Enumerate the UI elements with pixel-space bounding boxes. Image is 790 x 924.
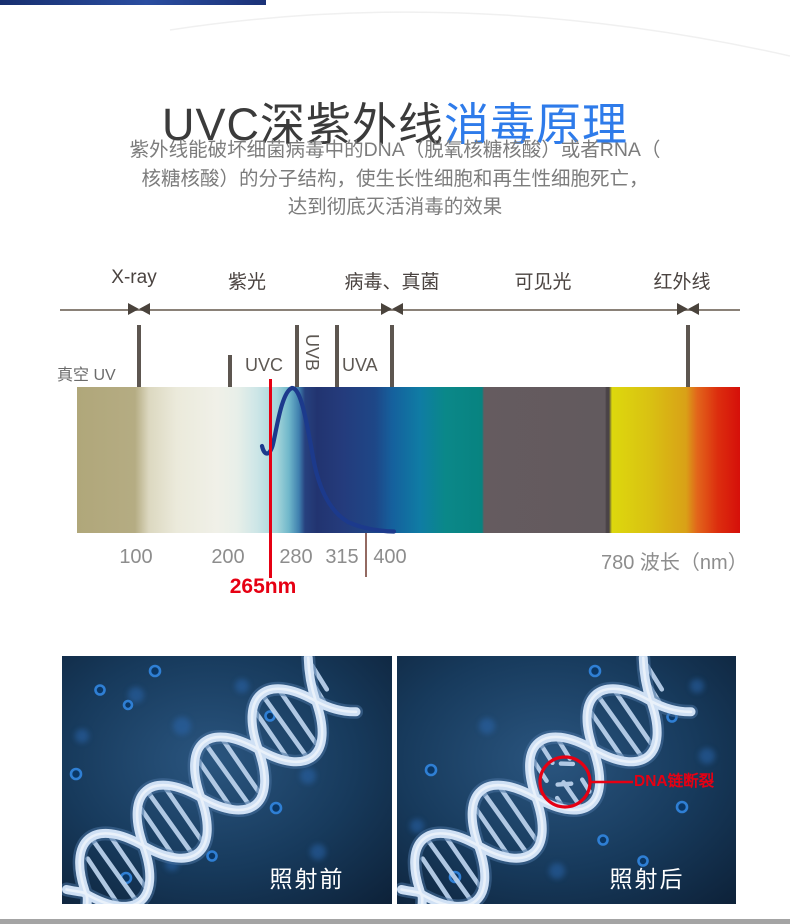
dna-break-label: DNA链断裂 — [634, 773, 715, 790]
panel-background — [62, 656, 392, 904]
wavelength-label-200: 200 — [211, 546, 245, 568]
range-arrow-marker-icon — [381, 303, 403, 316]
wavelength-label-315: 315 — [325, 546, 359, 568]
panel-background — [397, 656, 736, 904]
region-label-uv: 紫光 — [227, 272, 267, 293]
vacuum-uv-label: 真空 UV — [57, 367, 116, 384]
faint-arc-decoration — [169, 11, 790, 57]
intro-line: 核糖核酸）的分子结构，使生长性细胞和再生性细胞死亡， — [141, 167, 649, 190]
wavelength-label-400: 400 — [373, 546, 407, 568]
uva-label: UVA — [342, 355, 378, 375]
peak-wavelength-label: 265nm — [229, 575, 297, 598]
page-title-dark: UVC深紫外线 — [161, 99, 444, 151]
spectrum-band — [77, 387, 740, 533]
dna-helix-illustration — [62, 656, 392, 904]
page-title-accent: 消毒原理 — [444, 99, 629, 151]
intro-line: 紫外线能破坏细菌病毒中的DNA（脱氧核糖核酸）或者RNA（ — [129, 139, 661, 161]
intro-line: 达到彻底灭活消毒的效果 — [287, 196, 503, 218]
uvb-label: UVB — [302, 334, 322, 372]
region-label-infrared: 红外线 — [653, 272, 711, 293]
before-image-panel: 照射前 — [62, 656, 392, 904]
wavelength-label-780-nm: 780 波长（nm） — [601, 552, 748, 574]
irradiation-before-label: 照射前 — [269, 866, 345, 892]
scale-separator — [365, 533, 367, 577]
dna-helix-illustration — [397, 656, 736, 904]
region-label-xray: X-ray — [111, 267, 157, 288]
page-title: UVC深紫外线消毒原理 — [0, 88, 790, 153]
irradiation-after-label: 照射后 — [609, 866, 685, 892]
bottom-divider-bar — [0, 919, 790, 924]
range-arrow-marker-icon — [677, 303, 699, 316]
uvc-peak-line — [269, 379, 272, 578]
after-image-panel: 照射后 DNA链断裂 — [397, 656, 736, 904]
top-accent-bar — [0, 0, 266, 5]
wavelength-label-280: 280 — [279, 546, 313, 568]
wavelength-label-100: 100 — [119, 546, 153, 568]
intro-text: 紫外线能破坏细菌病毒中的DNA（脱氧核糖核酸）或者RNA（ 核糖核酸）的分子结构… — [85, 136, 705, 222]
range-arrow-marker-icon — [128, 303, 150, 316]
region-label-germicidal: 病毒、真菌 — [344, 272, 440, 293]
region-label-visible: 可见光 — [514, 272, 572, 293]
uvc-label: UVC — [245, 355, 284, 375]
